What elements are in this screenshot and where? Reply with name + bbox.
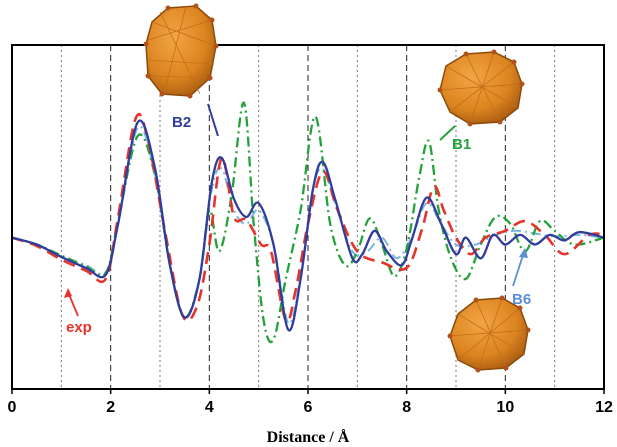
x-tick-labels: 0 2 4 6 8 10 12	[8, 389, 613, 416]
pointer-b6-head	[519, 248, 528, 258]
label-b6: B6	[512, 291, 531, 308]
x-tick-label: 0	[8, 399, 17, 416]
series-line-exp	[12, 112, 604, 323]
x-tick-label: 10	[496, 399, 514, 416]
x-axis-title: Distance / Å	[267, 428, 350, 446]
x-tick-label: 4	[205, 399, 214, 416]
x-tick-label: 2	[106, 399, 115, 416]
label-exp: exp	[66, 319, 92, 336]
cluster-image-b1	[437, 49, 525, 127]
pointer-b1	[439, 125, 456, 141]
series-line-b2	[12, 119, 604, 332]
pointer-b6	[512, 251, 525, 287]
label-b2: B2	[172, 114, 191, 131]
pointer-b2	[207, 103, 219, 137]
x-tick-label: 6	[304, 399, 313, 416]
series-group	[12, 101, 604, 344]
label-b1: B1	[452, 136, 471, 153]
x-tick-label: 12	[595, 399, 613, 416]
series-line-b1	[12, 101, 604, 344]
x-tick-label: 8	[402, 399, 411, 416]
cluster-image-b2	[143, 3, 219, 99]
pointer-exp-head	[64, 288, 72, 298]
cluster-image-b6	[447, 295, 531, 373]
